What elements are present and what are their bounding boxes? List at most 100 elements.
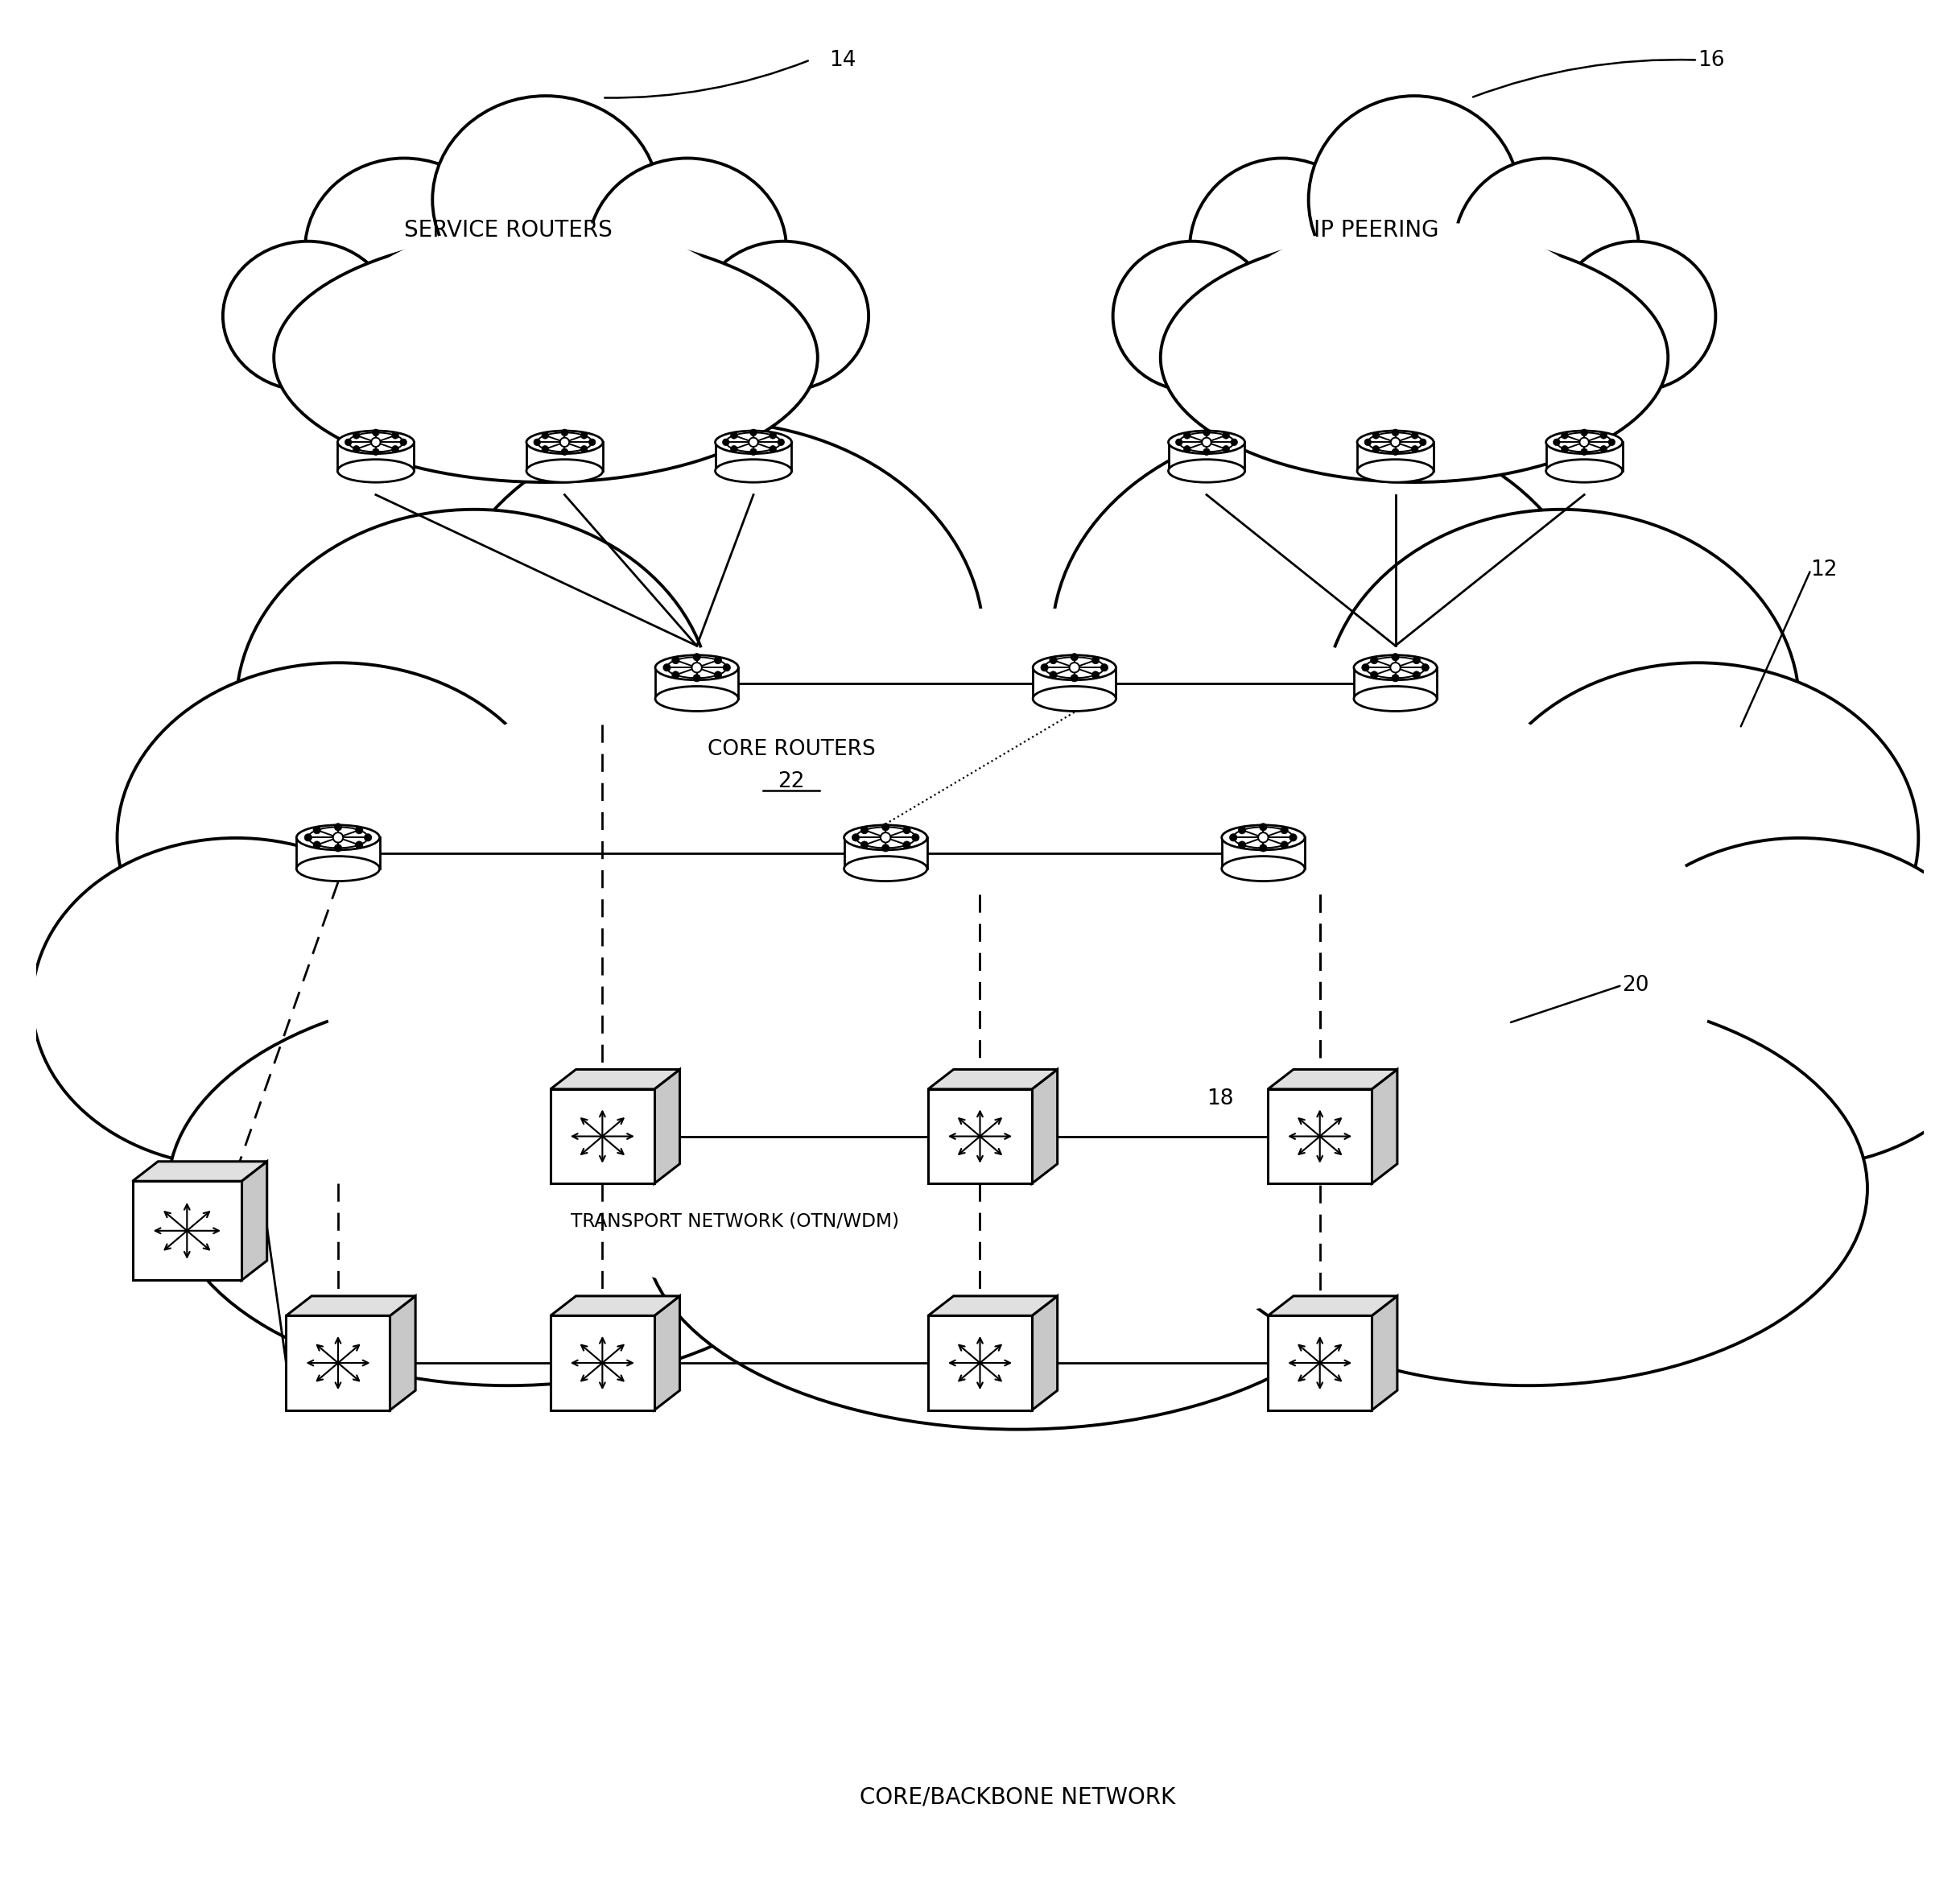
Circle shape	[1260, 845, 1266, 851]
Circle shape	[1290, 834, 1298, 841]
Circle shape	[1413, 671, 1421, 678]
Ellipse shape	[1168, 459, 1245, 483]
Ellipse shape	[223, 241, 392, 390]
Ellipse shape	[274, 233, 817, 481]
Circle shape	[751, 449, 757, 455]
FancyBboxPatch shape	[929, 1090, 1031, 1184]
Circle shape	[335, 845, 341, 851]
Ellipse shape	[1113, 241, 1272, 390]
Ellipse shape	[1190, 169, 1639, 479]
Circle shape	[1582, 428, 1588, 436]
Circle shape	[860, 826, 868, 834]
Polygon shape	[1031, 1296, 1056, 1410]
Circle shape	[1364, 440, 1372, 445]
FancyBboxPatch shape	[551, 1315, 655, 1410]
Circle shape	[580, 445, 588, 453]
Circle shape	[853, 834, 858, 841]
Ellipse shape	[1323, 510, 1799, 904]
FancyBboxPatch shape	[715, 442, 792, 470]
Circle shape	[365, 834, 372, 841]
Circle shape	[1229, 834, 1237, 841]
Ellipse shape	[1546, 430, 1623, 453]
Polygon shape	[1031, 1069, 1056, 1184]
Ellipse shape	[1160, 233, 1668, 481]
Ellipse shape	[527, 430, 604, 453]
Circle shape	[694, 675, 700, 682]
Circle shape	[694, 654, 700, 661]
FancyBboxPatch shape	[1356, 442, 1433, 470]
FancyBboxPatch shape	[1268, 1315, 1372, 1410]
Circle shape	[1223, 445, 1229, 453]
Text: TRANSPORT NETWORK (OTN/WDM): TRANSPORT NETWORK (OTN/WDM)	[570, 1213, 900, 1230]
Circle shape	[1280, 826, 1288, 834]
Polygon shape	[133, 1162, 267, 1181]
Circle shape	[692, 663, 702, 673]
Ellipse shape	[1354, 656, 1437, 680]
Circle shape	[353, 445, 361, 453]
FancyBboxPatch shape	[1268, 1090, 1372, 1184]
FancyBboxPatch shape	[296, 838, 380, 868]
Circle shape	[1184, 432, 1190, 440]
Circle shape	[662, 663, 670, 671]
Circle shape	[1392, 449, 1399, 455]
Ellipse shape	[337, 459, 414, 483]
Polygon shape	[929, 1296, 1056, 1315]
Ellipse shape	[715, 430, 792, 453]
Ellipse shape	[1354, 686, 1437, 711]
Circle shape	[1370, 671, 1378, 678]
Ellipse shape	[1207, 220, 1621, 470]
Circle shape	[1102, 663, 1107, 671]
Ellipse shape	[845, 824, 927, 851]
Circle shape	[1562, 445, 1568, 453]
Circle shape	[1176, 440, 1182, 445]
Circle shape	[880, 832, 890, 843]
Circle shape	[392, 445, 398, 453]
Circle shape	[392, 432, 398, 440]
Circle shape	[1049, 671, 1056, 678]
Ellipse shape	[1556, 241, 1715, 390]
Polygon shape	[551, 1296, 680, 1315]
Circle shape	[561, 428, 568, 436]
Ellipse shape	[306, 157, 504, 341]
Ellipse shape	[655, 686, 739, 711]
Circle shape	[1041, 663, 1049, 671]
Ellipse shape	[1356, 430, 1433, 453]
Circle shape	[533, 440, 541, 445]
FancyBboxPatch shape	[655, 667, 739, 699]
Text: 12: 12	[1811, 559, 1838, 580]
Circle shape	[335, 822, 341, 830]
Text: 20: 20	[1623, 974, 1648, 995]
Ellipse shape	[270, 498, 1766, 1397]
Ellipse shape	[169, 991, 849, 1385]
FancyBboxPatch shape	[1546, 442, 1623, 470]
Circle shape	[672, 656, 680, 663]
Circle shape	[1184, 445, 1190, 453]
Circle shape	[372, 428, 378, 436]
Polygon shape	[1372, 1296, 1397, 1410]
Ellipse shape	[715, 459, 792, 483]
Ellipse shape	[31, 838, 439, 1167]
Circle shape	[713, 671, 721, 678]
Circle shape	[1280, 841, 1288, 849]
Ellipse shape	[1454, 157, 1639, 341]
Polygon shape	[241, 1162, 267, 1281]
Polygon shape	[1372, 1069, 1397, 1184]
Ellipse shape	[1221, 824, 1305, 851]
Text: 18: 18	[1207, 1088, 1233, 1109]
Circle shape	[882, 845, 890, 851]
Circle shape	[370, 438, 380, 447]
Circle shape	[400, 440, 408, 445]
Circle shape	[1070, 654, 1078, 661]
Circle shape	[1223, 432, 1229, 440]
Ellipse shape	[588, 157, 786, 341]
Polygon shape	[655, 1296, 680, 1410]
Circle shape	[372, 449, 378, 455]
Circle shape	[1070, 663, 1080, 673]
Circle shape	[860, 841, 868, 849]
Ellipse shape	[1309, 97, 1521, 303]
Ellipse shape	[296, 857, 380, 881]
Ellipse shape	[325, 220, 766, 470]
Ellipse shape	[337, 430, 414, 453]
Circle shape	[355, 826, 363, 834]
Circle shape	[353, 432, 361, 440]
